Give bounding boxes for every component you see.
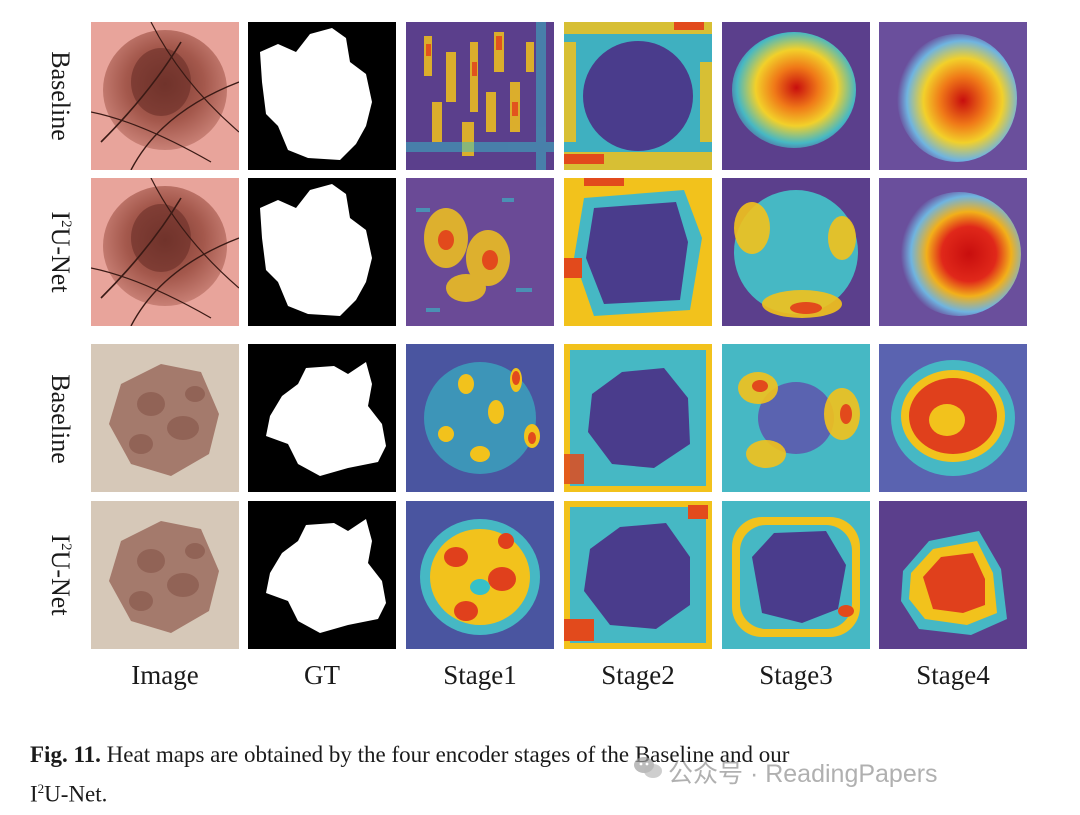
column-label-stage2: Stage2 — [601, 660, 675, 690]
figure-caption: Fig. 11. Heat maps are obtained by the f… — [30, 742, 790, 807]
heatmap-stage3-i2unet-row4 — [722, 501, 870, 649]
caption-text-line1: Heat maps are obtained by the four encod… — [106, 742, 790, 767]
heatmap-stage3-baseline-row3 — [722, 344, 870, 492]
heatmap-stage3-baseline-row1 — [722, 22, 870, 170]
caption-text-line2: U-Net. — [44, 781, 108, 807]
image-tile-row3 — [91, 344, 239, 492]
heatmap-stage4-i2unet-row4 — [879, 501, 1027, 649]
heatmap-stage4-baseline-row3 — [879, 344, 1027, 492]
heatmap-stage2-i2unet-row2 — [564, 178, 712, 326]
gt-mask-tile-row2 — [248, 178, 396, 326]
heatmap-stage1-baseline-row1 — [406, 22, 554, 170]
image-tile-row4 — [91, 501, 239, 649]
heatmap-stage1-i2unet-row2 — [406, 178, 554, 326]
heatmap-stage2-baseline-row3 — [564, 344, 712, 492]
column-label-stage3: Stage3 — [759, 660, 833, 690]
caption-label: Fig. 11. — [30, 742, 101, 767]
heatmap-stage4-i2unet-row2 — [879, 178, 1027, 326]
column-label-stage4: Stage4 — [916, 660, 990, 690]
column-label-image: Image — [131, 660, 199, 690]
gt-mask-tile-row4 — [248, 501, 396, 649]
image-tile-row2 — [91, 178, 239, 326]
heatmap-stage4-baseline-row1 — [879, 22, 1027, 170]
row-label-baseline-1: Baseline — [46, 51, 75, 141]
watermark-text: 公众号 · ReadingPapers — [668, 760, 938, 788]
heatmap-stage2-i2unet-row4 — [564, 501, 712, 649]
heatmap-stage1-baseline-row3 — [406, 344, 554, 492]
column-label-gt: GT — [304, 660, 340, 690]
image-tile-row1 — [91, 22, 239, 170]
gt-mask-tile-row1 — [248, 22, 396, 170]
gt-mask-tile-row3 — [248, 344, 396, 492]
row-label-i2unet-2: I2U-Net — [46, 534, 75, 616]
column-label-stage1: Stage1 — [443, 660, 517, 690]
heatmap-stage2-baseline-row1 — [564, 22, 712, 170]
row-label-i2unet-1: I2U-Net — [46, 211, 75, 293]
heatmap-stage3-i2unet-row2 — [722, 178, 870, 326]
heatmap-stage1-i2unet-row4 — [406, 501, 554, 649]
wechat-icon — [634, 757, 662, 778]
row-label-baseline-2: Baseline — [46, 374, 75, 464]
